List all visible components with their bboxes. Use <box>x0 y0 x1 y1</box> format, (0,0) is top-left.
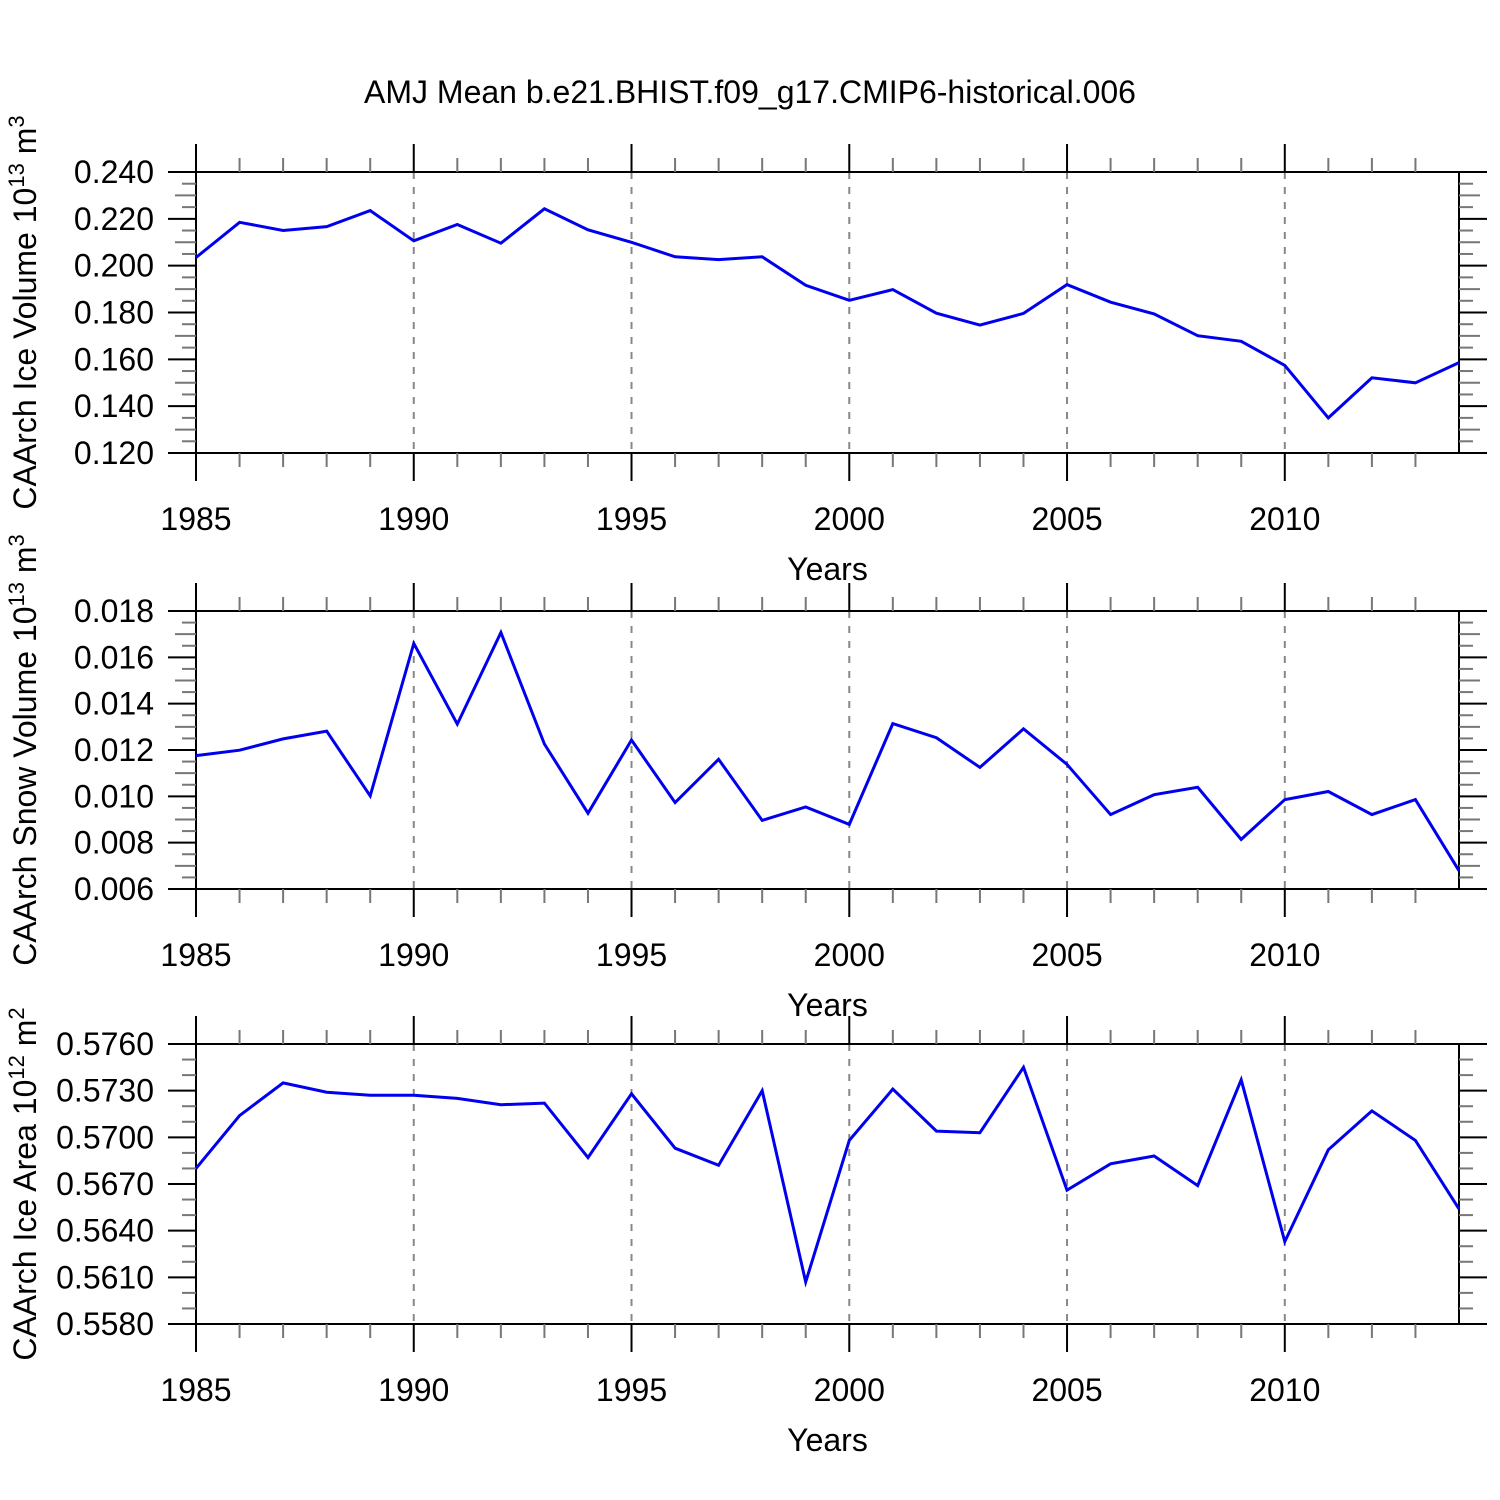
y-tick-label: 0.140 <box>74 388 154 424</box>
x-tick-label: 1995 <box>596 1372 667 1408</box>
snow-volume-plot: 0.006 0.008 0.010 0.012 0.014 0.016 0.018 1985 1… <box>4 534 1487 1023</box>
page-title: AMJ Mean b.e21.BHIST.f09_g17.CMIP6-histo… <box>364 74 1136 110</box>
x-tick-label: 1990 <box>378 937 449 973</box>
x-axis-title: Years <box>787 551 868 587</box>
y-axis-title: CAArch Ice Area 1012 m2 <box>4 1007 43 1360</box>
y-tick-label: 0.5700 <box>56 1119 154 1155</box>
x-tick-label: 1985 <box>160 1372 231 1408</box>
y-tick-label: 0.008 <box>74 825 154 861</box>
data-line <box>195 207 1460 421</box>
x-axis-title: Years <box>787 1422 868 1458</box>
x-tick-label: 1995 <box>596 501 667 537</box>
y-tick-label: 0.5760 <box>56 1026 154 1062</box>
x-tick-label: 2010 <box>1249 937 1320 973</box>
x-tick-label: 2005 <box>1031 937 1102 973</box>
y-tick-label: 0.160 <box>74 341 154 377</box>
y-tick-label: 0.5610 <box>56 1259 154 1295</box>
ice-volume-plot: 0.120 0.140 0.160 0.180 0.200 0.220 0.240 1985 1… <box>4 115 1487 587</box>
y-tick-label: 0.120 <box>74 435 154 471</box>
axis-frame <box>195 171 1460 454</box>
y-tick-label: 0.240 <box>74 154 154 190</box>
y-tick-label: 0.5670 <box>56 1166 154 1202</box>
y-tick-label: 0.180 <box>74 295 154 331</box>
y-axis-title: CAArch Ice Volume 1013 m3 <box>4 115 43 509</box>
x-tick-label: 1985 <box>160 937 231 973</box>
y-tick-label: 0.5730 <box>56 1073 154 1109</box>
x-tick-label: 2000 <box>814 937 885 973</box>
y-tick-label: 0.200 <box>74 248 154 284</box>
x-tick-label: 1990 <box>378 1372 449 1408</box>
x-tick-label: 2005 <box>1031 1372 1102 1408</box>
y-axis-title: CAArch Snow Volume 1013 m3 <box>4 534 43 966</box>
x-tick-label: 1995 <box>596 937 667 973</box>
y-tick-label: 0.5580 <box>56 1306 154 1342</box>
x-tick-label: 1990 <box>378 501 449 537</box>
data-line <box>194 1063 1461 1288</box>
ice-area-plot: 0.5580 0.5610 0.5640 0.5670 0.5700 0.5730 0.57… <box>4 1007 1487 1458</box>
y-tick-label: 0.012 <box>74 732 154 768</box>
y-tick-label: 0.010 <box>74 778 154 814</box>
y-tick-label: 0.220 <box>74 201 154 237</box>
y-tick-label: 0.016 <box>74 639 154 675</box>
y-tick-label: 0.5640 <box>56 1213 154 1249</box>
y-tick-label: 0.014 <box>74 686 154 722</box>
x-axis-title: Years <box>787 987 868 1023</box>
x-tick-label: 1985 <box>160 501 231 537</box>
x-tick-label: 2005 <box>1031 501 1102 537</box>
x-tick-label: 2010 <box>1249 1372 1320 1408</box>
axis-frame <box>195 610 1460 890</box>
y-tick-label: 0.006 <box>74 871 154 907</box>
x-tick-label: 2010 <box>1249 501 1320 537</box>
y-tick-label: 0.018 <box>74 593 154 629</box>
x-tick-label: 2000 <box>814 1372 885 1408</box>
data-line <box>195 628 1461 872</box>
x-tick-label: 2000 <box>814 501 885 537</box>
